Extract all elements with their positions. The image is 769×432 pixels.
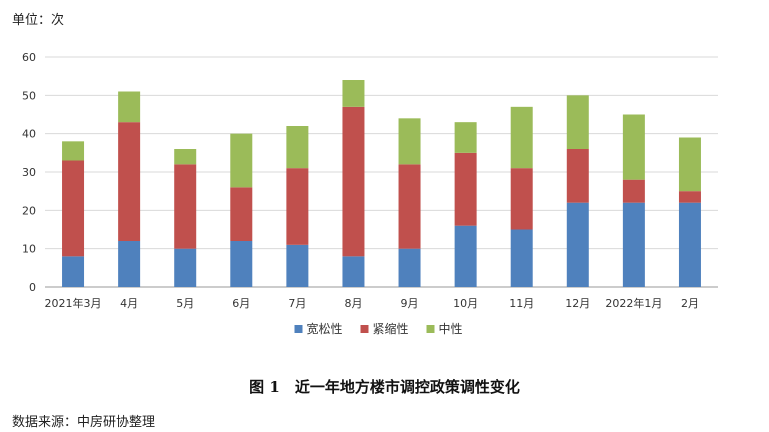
y-tick-label: 60 [22,51,36,64]
x-tick-label: 2月 [681,297,699,310]
bar-segment [398,118,421,165]
bar-segment [510,106,533,169]
x-tick-label: 7月 [288,297,306,310]
bar-segment [174,149,197,165]
bar-segment [678,137,701,192]
bar-segment [230,187,253,241]
bar-segment [230,241,253,287]
x-tick-label: 4月 [120,297,138,310]
bar-segment [398,164,421,249]
stacked-bar-chart: 0 10 20 30 40 50 60 2021年3月 4月 5月 6月 7月 8月 9月 10月 11月 12… [22,51,718,336]
bar-segment [286,126,309,169]
bar-segment [678,191,701,203]
bar-segment [62,256,85,287]
x-tick-label: 5月 [176,297,194,310]
y-tick-label: 20 [22,204,36,217]
legend-swatch [360,325,369,333]
x-tick-label: 11月 [509,297,534,310]
unit-label: 单位：次 [12,13,65,28]
legend-label: 宽松性 [307,321,343,336]
y-tick-label: 0 [29,281,36,294]
bar-segment [454,152,477,226]
bar-segment [342,106,365,257]
bar-segment [398,248,421,287]
legend-label: 中性 [439,321,463,336]
bar-segment [342,256,365,287]
bar-segment [454,122,477,153]
bar-segment [286,244,309,287]
x-tick-label: 2021年3月 [45,296,102,310]
x-tick-label: 10月 [453,297,478,310]
bar-segment [566,95,589,149]
bar-segment [566,149,589,203]
x-tick-label: 6月 [232,297,250,310]
bar-segment [230,133,253,188]
bar-segment [118,122,141,241]
bar-segment [622,179,645,203]
bar-segment [62,141,85,161]
x-tick-label: 2022年1月 [605,296,662,310]
bar-segment [678,202,701,287]
y-tick-label: 40 [22,128,36,141]
y-tick-label: 10 [22,243,36,256]
bar-segment [174,164,197,249]
x-tick-label: 12月 [565,297,590,310]
bar-segment [286,168,309,245]
bar-segment [454,225,477,287]
bar-segment [510,229,533,287]
bar-segment [174,248,197,287]
x-tick-label: 8月 [344,297,362,310]
data-source: 数据来源：中房研协整理 [12,415,156,430]
y-tick-label: 50 [22,89,36,102]
legend-swatch [426,325,435,333]
legend-label: 紧缩性 [373,321,409,336]
bar-segment [622,114,645,180]
bar-segment [622,202,645,287]
bar-segment [118,91,141,123]
bar-segment [118,241,141,287]
bar-segment [342,80,365,107]
legend-swatch [294,325,303,333]
bar-segment [62,160,85,257]
x-tick-label: 9月 [401,297,419,310]
figure-caption: 图 1 近一年地方楼市调控政策调性变化 [249,378,520,396]
bar-segment [566,202,589,287]
bar-segment [510,168,533,230]
y-tick-label: 30 [22,166,36,179]
